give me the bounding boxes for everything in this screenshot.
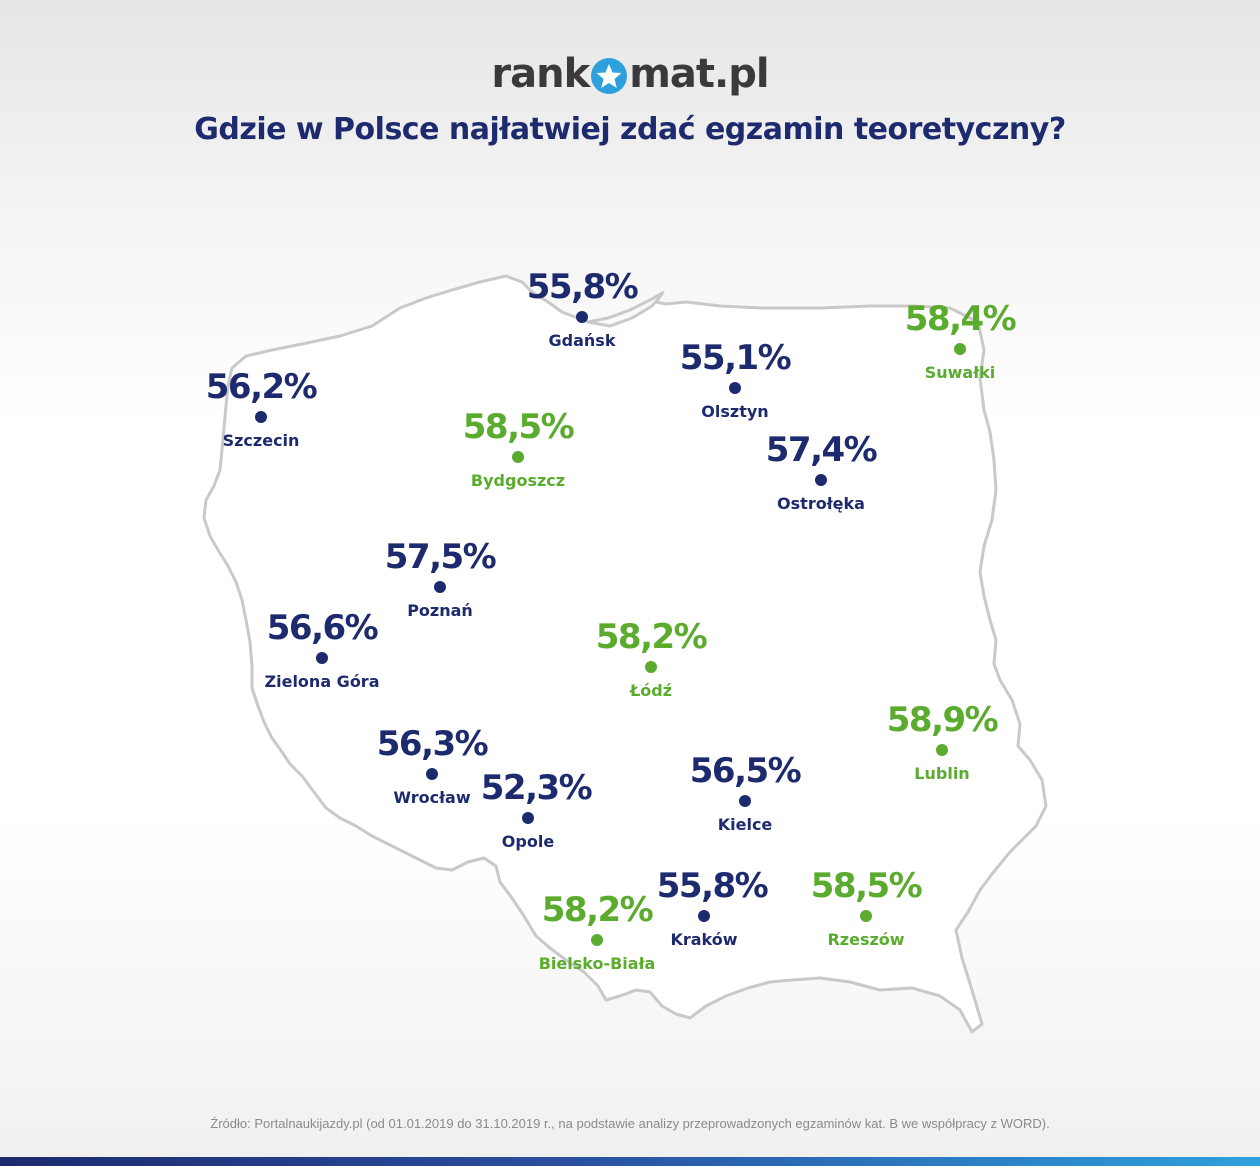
city-name: Suwałki <box>924 363 996 382</box>
city-name: Kielce <box>717 815 773 834</box>
city-percentage: 58,9% <box>886 700 999 740</box>
city-marker <box>729 382 741 394</box>
city-marker <box>815 474 827 486</box>
city-percentage: 56,5% <box>689 751 802 791</box>
city-name: Rzeszów <box>827 930 905 949</box>
city-marker <box>954 343 966 355</box>
city-percentage: 56,2% <box>205 367 318 407</box>
city-marker <box>426 768 438 780</box>
bottom-accent-bar <box>0 1157 1260 1166</box>
logo-text-part1: rank <box>491 51 590 97</box>
star-icon <box>591 58 628 94</box>
city-percentage: 58,5% <box>810 866 923 906</box>
city-percentage: 55,1% <box>679 338 792 378</box>
city-name: Bydgoszcz <box>470 471 566 490</box>
hel-peninsula <box>587 290 665 324</box>
city-marker <box>591 934 603 946</box>
city-percentage: 52,3% <box>480 768 593 808</box>
city-marker <box>316 652 328 664</box>
city-name: Bielsko-Biała <box>538 954 656 973</box>
brand-logo: rank mat.pl <box>0 44 1260 104</box>
source-note: Źródło: Portalnaukijazdy.pl (od 01.01.20… <box>210 1116 1050 1131</box>
poland-outline <box>202 274 1048 1034</box>
city-marker <box>860 910 872 922</box>
city-marker <box>936 744 948 756</box>
city-name: Łódź <box>629 681 673 700</box>
city-marker <box>255 411 267 423</box>
city-name: Zielona Góra <box>264 672 380 691</box>
city-name: Kraków <box>670 930 738 949</box>
city-name: Opole <box>501 832 555 851</box>
city-percentage: 58,2% <box>541 890 654 930</box>
page-title: Gdzie w Polsce najłatwiej zdać egzamin t… <box>194 112 1066 147</box>
city-percentage: 56,6% <box>266 608 379 648</box>
city-marker <box>512 451 524 463</box>
city-marker <box>698 910 710 922</box>
city-marker <box>434 581 446 593</box>
city-percentage: 55,8% <box>656 866 769 906</box>
city-name: Gdańsk <box>548 331 616 350</box>
city-marker <box>739 795 751 807</box>
city-percentage: 56,3% <box>376 724 489 764</box>
city-name: Szczecin <box>222 431 300 450</box>
city-marker <box>645 661 657 673</box>
city-name: Olsztyn <box>701 402 769 421</box>
city-percentage: 57,5% <box>384 537 497 577</box>
city-marker <box>576 311 588 323</box>
city-name: Lublin <box>914 764 970 783</box>
logo-text-part2: mat.pl <box>629 51 769 97</box>
city-marker <box>522 812 534 824</box>
city-percentage: 58,2% <box>595 617 708 657</box>
city-percentage: 55,8% <box>526 267 639 307</box>
city-percentage: 58,5% <box>462 407 575 447</box>
city-percentage: 57,4% <box>765 430 878 470</box>
city-name: Ostrołęka <box>777 494 865 513</box>
city-percentage: 58,4% <box>904 299 1017 339</box>
city-name: Wrocław <box>393 788 471 807</box>
city-name: Poznań <box>407 601 473 620</box>
